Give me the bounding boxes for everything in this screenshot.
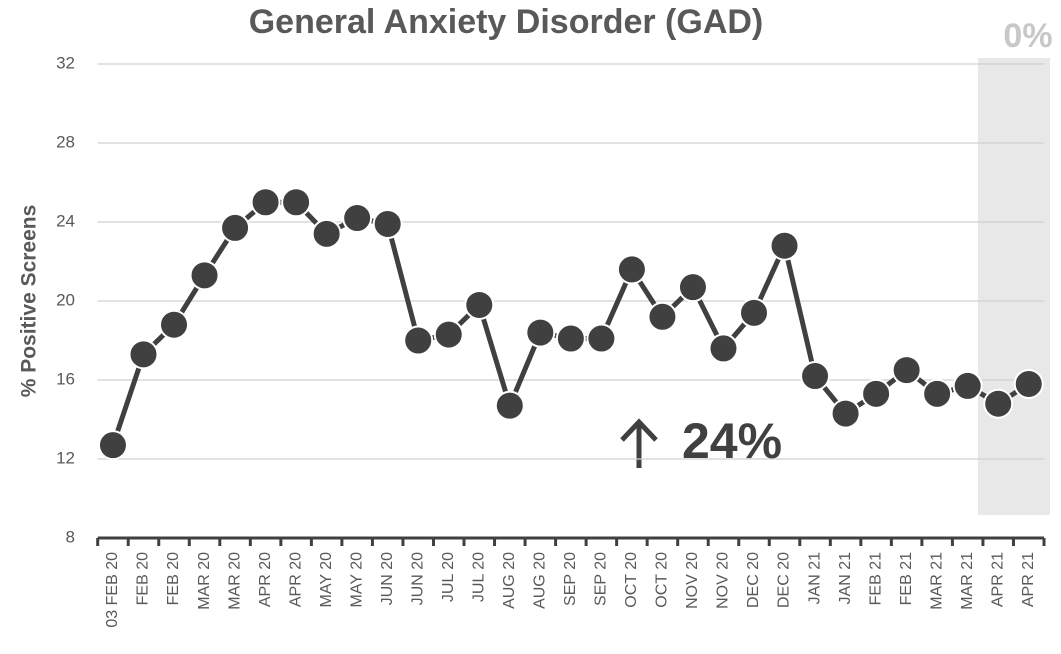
arrow-icon	[620, 418, 658, 468]
marker	[555, 323, 586, 354]
x-tick-label: APR 21	[989, 552, 1006, 607]
x-tick-label: JUN 20	[379, 552, 396, 605]
marker	[159, 309, 190, 340]
marker	[677, 272, 708, 303]
x-tick-label: APR 21	[1020, 552, 1037, 607]
x-tick-label: 03 FEB 20	[104, 552, 121, 628]
x-tick-label: JAN 21	[806, 552, 823, 605]
marker	[97, 430, 128, 461]
marker	[311, 218, 342, 249]
y-tick-label: 28	[56, 132, 75, 151]
annotation: 0%	[1003, 17, 1052, 55]
marker	[1013, 368, 1044, 399]
y-tick-label: 8	[66, 527, 75, 546]
marker	[983, 388, 1014, 419]
marker	[525, 317, 556, 348]
x-tick-label: APR 20	[257, 552, 274, 607]
x-tick-label: MAY 20	[348, 552, 365, 608]
y-tick-label: 16	[56, 369, 75, 388]
x-tick-label: SEP 20	[562, 552, 579, 606]
x-tick-label: MAR 21	[928, 552, 945, 610]
x-tick-label: OCT 20	[623, 552, 640, 608]
marker	[586, 323, 617, 354]
marker	[616, 254, 647, 285]
marker	[250, 187, 281, 218]
x-tick-label: SEP 20	[593, 552, 610, 606]
y-tick-label: 24	[56, 211, 75, 230]
marker	[952, 370, 983, 401]
x-tick-label: DEC 20	[745, 552, 762, 608]
y-tick-label: 20	[56, 290, 75, 309]
x-tick-label: NOV 20	[715, 552, 732, 609]
x-tick-label: FEB 21	[867, 552, 884, 605]
x-tick-label: JUN 20	[409, 552, 426, 605]
x-tick-label: JAN 21	[837, 552, 854, 605]
marker	[800, 361, 831, 392]
marker	[739, 297, 770, 328]
marker	[891, 355, 922, 386]
marker	[708, 333, 739, 364]
x-tick-label: DEC 20	[776, 552, 793, 608]
marker	[128, 339, 159, 370]
x-tick-label: JUL 20	[470, 552, 487, 602]
marker	[281, 187, 312, 218]
x-tick-label: MAR 20	[196, 552, 213, 610]
marker	[189, 260, 220, 291]
marker	[922, 378, 953, 409]
x-tick-label: APR 20	[287, 552, 304, 607]
x-tick-label: MAY 20	[318, 552, 335, 608]
x-tick-label: NOV 20	[684, 552, 701, 609]
y-axis-label: % Positive Screens	[18, 205, 41, 398]
marker	[830, 398, 861, 429]
marker	[861, 378, 892, 409]
marker	[372, 208, 403, 239]
x-tick-label: AUG 20	[501, 552, 518, 609]
x-tick-label: MAR 20	[226, 552, 243, 610]
x-tick-label: FEB 21	[898, 552, 915, 605]
x-tick-label: JUL 20	[440, 552, 457, 602]
marker	[342, 203, 373, 234]
chart-title: General Anxiety Disorder (GAD)	[249, 3, 764, 41]
highlight-region	[978, 58, 1050, 515]
marker	[403, 325, 434, 356]
marker	[433, 319, 464, 350]
x-tick-label: FEB 20	[165, 552, 182, 605]
marker	[647, 301, 678, 332]
x-tick-label: AUG 20	[532, 552, 549, 609]
y-tick-label: 32	[56, 53, 75, 72]
x-tick-label: OCT 20	[654, 552, 671, 608]
marker	[494, 390, 525, 421]
x-tick-label: FEB 20	[135, 552, 152, 605]
annotation: 24%	[682, 413, 782, 469]
y-tick-label: 12	[56, 448, 75, 467]
marker	[769, 230, 800, 261]
marker	[464, 289, 495, 320]
x-tick-label: MAR 21	[959, 552, 976, 610]
marker	[220, 212, 251, 243]
